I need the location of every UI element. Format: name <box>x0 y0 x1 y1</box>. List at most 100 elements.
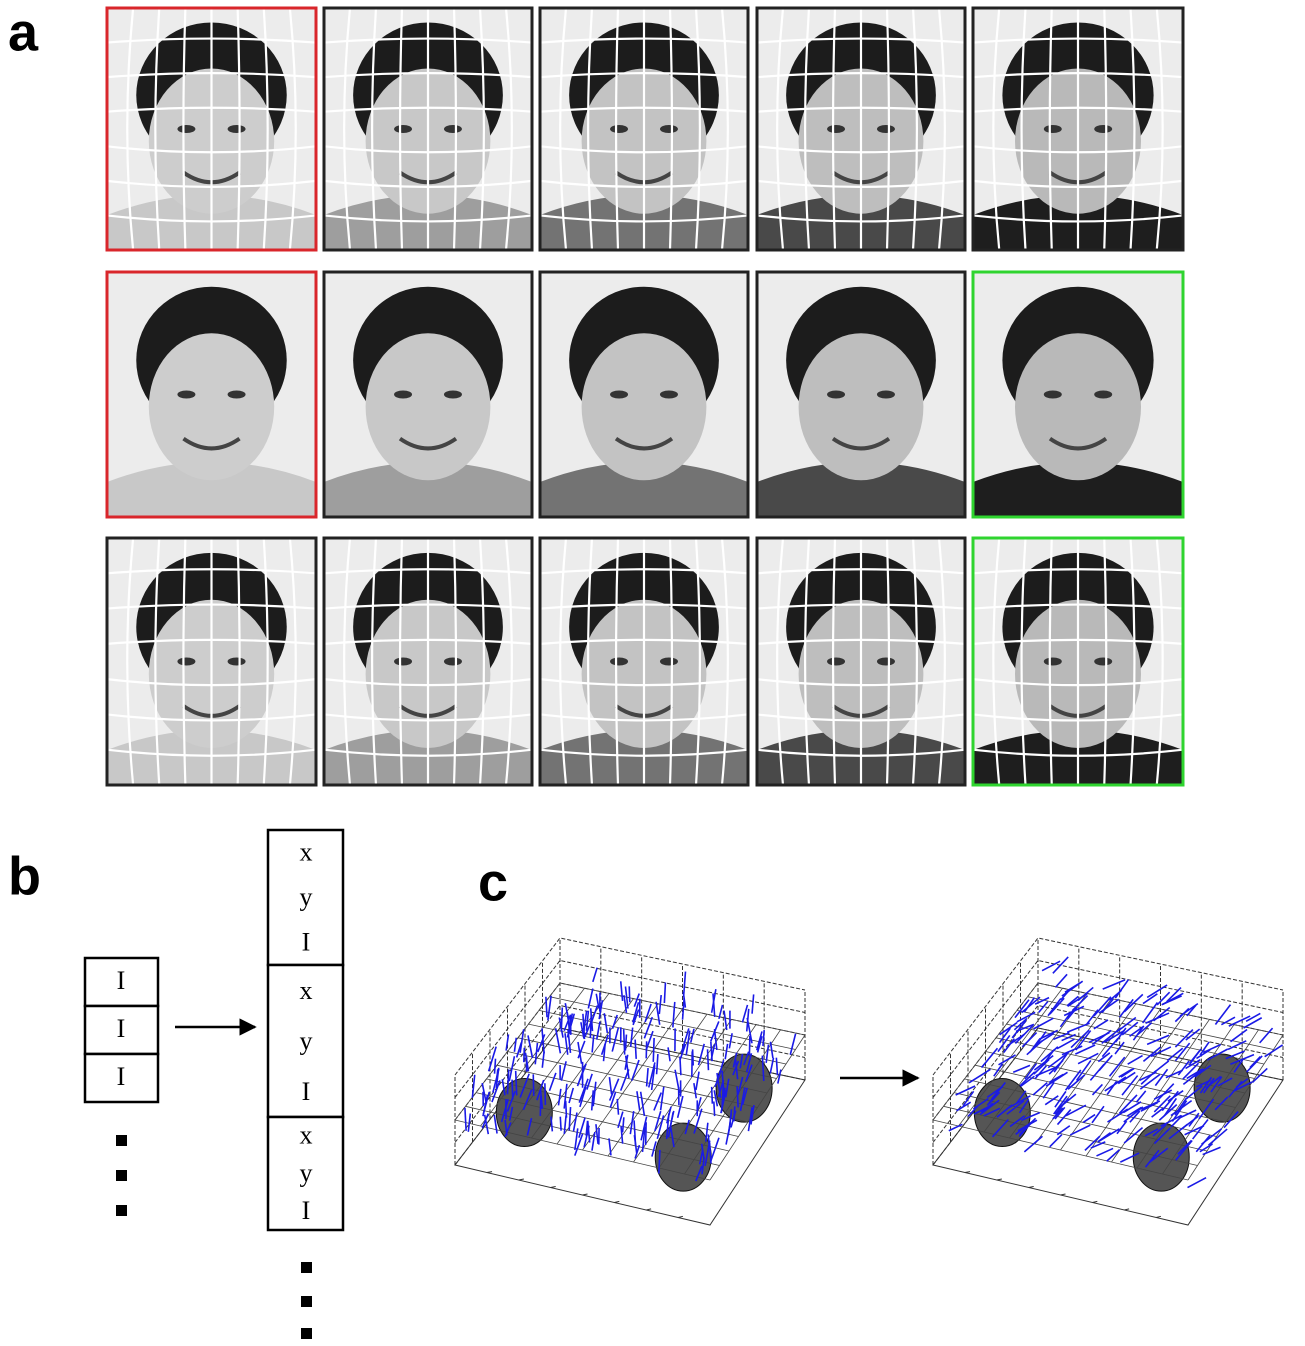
quiver <box>495 1059 496 1074</box>
quiver <box>560 1117 561 1131</box>
quiver <box>724 1011 727 1030</box>
quiver <box>708 1049 709 1070</box>
quiver <box>957 1102 971 1111</box>
face <box>1015 333 1141 480</box>
quiver <box>1094 1020 1108 1029</box>
eye <box>1094 658 1112 666</box>
figure: a b IIIxyIxyIxyI c <box>0 0 1305 1341</box>
eye <box>228 125 246 133</box>
eye <box>1044 125 1062 133</box>
eye <box>610 658 628 666</box>
quiver <box>634 1120 635 1145</box>
ellipsis-dot <box>116 1170 127 1181</box>
vector-entry: I <box>302 1196 311 1225</box>
quiver <box>468 1114 470 1132</box>
quiver <box>1121 1068 1134 1077</box>
quiver <box>590 1014 591 1038</box>
quiver <box>556 1028 561 1053</box>
eye <box>1094 391 1112 399</box>
quiver <box>1078 1053 1098 1063</box>
quiver <box>1188 1178 1207 1188</box>
quiver <box>982 1048 998 1067</box>
quiver <box>609 1138 611 1155</box>
face-image <box>107 538 316 785</box>
quiver <box>969 1069 990 1083</box>
face-image <box>973 8 1183 250</box>
face <box>799 333 924 480</box>
quiver <box>752 994 754 1013</box>
quiver <box>770 1058 773 1074</box>
eye <box>827 125 845 133</box>
panel-label: b <box>8 846 41 906</box>
eye <box>610 391 628 399</box>
quiver <box>742 1005 747 1023</box>
quiver <box>621 981 623 1001</box>
quiver <box>696 1072 699 1090</box>
ellipsis-dot <box>301 1328 312 1339</box>
quiver <box>657 1054 658 1074</box>
eye <box>228 391 246 399</box>
quiver <box>1050 1135 1062 1147</box>
quiver <box>1136 1091 1145 1102</box>
face-image <box>107 8 316 250</box>
face-image <box>757 8 965 250</box>
eye <box>610 125 628 133</box>
quiver <box>1070 1125 1090 1135</box>
quiver <box>635 1040 636 1059</box>
eye <box>877 658 895 666</box>
eye <box>827 658 845 666</box>
quiver <box>514 1038 516 1052</box>
face-image <box>540 538 748 785</box>
quiver <box>1110 1057 1125 1076</box>
eye <box>177 125 195 133</box>
quiver <box>653 1038 654 1062</box>
quiver <box>683 998 685 1020</box>
quiver <box>1048 998 1061 1015</box>
tick <box>1092 1201 1097 1202</box>
quiver <box>776 1058 777 1076</box>
eye <box>1044 391 1062 399</box>
quiver <box>623 1117 624 1132</box>
eye <box>660 391 678 399</box>
quiver <box>609 1077 611 1094</box>
quiver <box>1033 1018 1053 1029</box>
eye <box>1044 658 1062 666</box>
eye <box>394 125 412 133</box>
quiver <box>579 1079 588 1103</box>
quiver <box>714 1102 715 1117</box>
face-image <box>107 272 316 517</box>
quiver <box>546 997 547 1017</box>
plot-3d <box>933 938 1283 1225</box>
eye <box>660 658 678 666</box>
eye <box>444 391 462 399</box>
quiver <box>465 1108 466 1131</box>
quiver <box>778 1070 781 1084</box>
quiver <box>625 1035 626 1051</box>
vector-entry: y <box>300 1158 313 1187</box>
quiver <box>645 1004 651 1022</box>
quiver <box>680 1057 681 1075</box>
tick <box>1029 1187 1034 1188</box>
quiver <box>1175 1030 1192 1047</box>
quiver <box>1265 1045 1283 1057</box>
quiver <box>1141 1101 1160 1109</box>
panel-label: c <box>478 852 508 912</box>
quiver <box>604 1013 607 1033</box>
vector-entry: I <box>117 1014 126 1043</box>
quiver <box>1055 974 1067 987</box>
face-grid <box>107 8 1183 785</box>
quiver <box>592 1090 594 1110</box>
quiver <box>1128 1056 1143 1065</box>
ellipsis-dot <box>116 1135 127 1146</box>
quiver <box>621 1069 629 1090</box>
plot-3d <box>455 938 805 1225</box>
ellipsis-dot <box>301 1296 312 1307</box>
quiver <box>516 1071 517 1096</box>
tick <box>614 1201 619 1202</box>
tick <box>678 1216 683 1217</box>
eye <box>444 658 462 666</box>
eye <box>827 391 845 399</box>
quiver <box>1024 1136 1042 1152</box>
face-image <box>540 272 748 517</box>
face-image <box>973 272 1183 517</box>
